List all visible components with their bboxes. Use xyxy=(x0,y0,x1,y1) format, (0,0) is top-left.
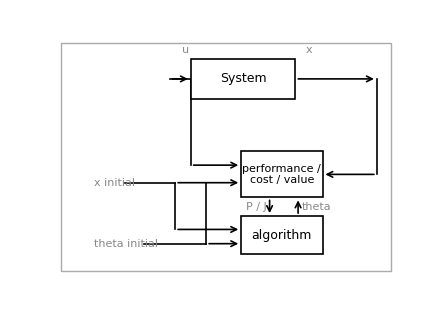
Text: u: u xyxy=(182,45,189,55)
Text: x initial: x initial xyxy=(94,178,135,188)
Text: theta: theta xyxy=(302,202,332,212)
Text: performance /
cost / value: performance / cost / value xyxy=(243,164,321,185)
Bar xyxy=(241,151,322,197)
Text: System: System xyxy=(220,72,266,86)
Bar xyxy=(241,216,322,254)
Text: algorithm: algorithm xyxy=(252,229,312,242)
Text: theta initial: theta initial xyxy=(94,239,158,249)
Text: x: x xyxy=(306,45,313,55)
Text: P / J: P / J xyxy=(246,202,266,212)
Bar xyxy=(191,59,295,99)
